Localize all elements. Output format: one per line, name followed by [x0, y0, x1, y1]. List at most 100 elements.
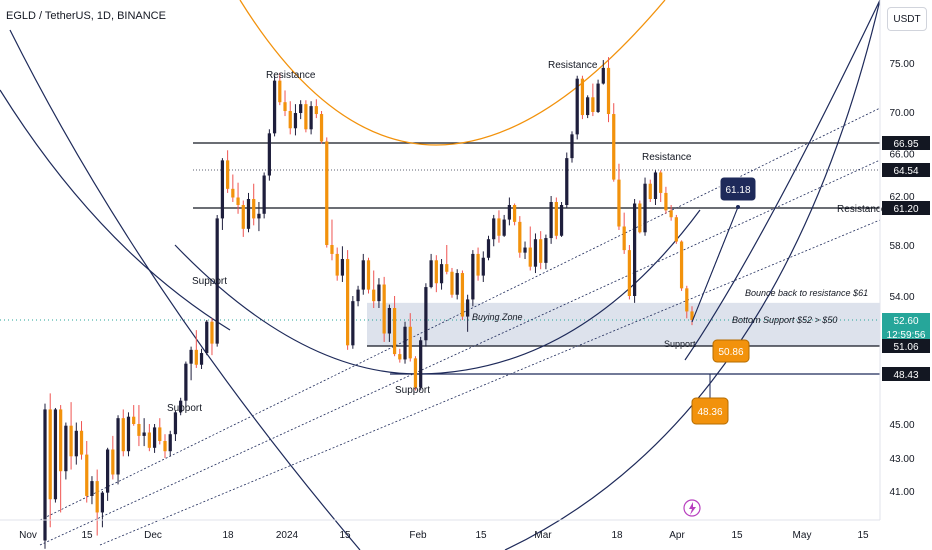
candle-body — [85, 454, 89, 496]
time-tick-label: Dec — [144, 530, 162, 541]
price-tag — [882, 201, 930, 215]
candle-body — [168, 434, 172, 452]
time-tick-label: 15 — [339, 530, 351, 541]
candle-body — [236, 197, 240, 205]
candle-body — [460, 273, 465, 317]
candle-body — [90, 481, 94, 496]
candle-body — [492, 218, 496, 240]
annotation-resistance: Resistance — [266, 70, 316, 81]
candle-body — [445, 264, 449, 272]
right-curve — [504, 0, 881, 550]
candle-body — [356, 289, 360, 302]
price-tick-label: 41.00 — [889, 487, 914, 498]
candle-body — [132, 416, 136, 424]
candle-body — [632, 203, 637, 296]
candle-body — [674, 217, 678, 242]
price-tag — [882, 163, 930, 177]
candle-body — [617, 179, 621, 227]
left-inner-curve — [9, 29, 361, 550]
candle-body — [299, 104, 303, 114]
time-tick-label: 15 — [857, 530, 869, 541]
candle-body — [586, 97, 590, 116]
candle-body — [184, 363, 188, 401]
candle-body — [664, 192, 668, 211]
price-tag — [882, 339, 930, 353]
candle-body — [319, 114, 324, 142]
candle-body — [95, 481, 99, 513]
candle-body — [565, 158, 569, 205]
candle-body — [252, 199, 256, 219]
candle-body — [419, 340, 423, 388]
price-tag-label: 64.54 — [893, 166, 918, 177]
candle-body — [685, 288, 689, 312]
candle-body — [648, 183, 652, 199]
candle-body — [528, 247, 532, 267]
candle-body — [591, 97, 595, 112]
candle-body — [309, 106, 313, 130]
candle-body — [288, 111, 292, 129]
annotation-support: Support — [192, 276, 227, 287]
candle-body — [507, 205, 511, 220]
price-tag — [882, 136, 930, 150]
buying-zone — [367, 302, 880, 346]
price-tick-label: 66.00 — [889, 150, 914, 161]
candle-body — [544, 238, 548, 263]
candle-body — [612, 114, 616, 180]
annotation-bottom-support: Bottom Support $52 > $50 — [732, 315, 837, 325]
currency-button[interactable]: USDT — [887, 7, 927, 31]
candle-body — [199, 353, 204, 365]
candle-body — [518, 221, 522, 253]
candle-body — [173, 412, 178, 435]
candle-body — [539, 239, 543, 263]
candle-body — [627, 250, 632, 296]
candle-body — [403, 326, 407, 360]
channel-line-2 — [39, 159, 881, 546]
price-tick-label: 54.00 — [889, 292, 914, 303]
candle-body — [189, 349, 193, 364]
candle-body — [512, 205, 517, 222]
callout-orange — [691, 397, 729, 425]
candle-body — [74, 430, 78, 457]
candle-body — [554, 202, 558, 236]
candle-body — [121, 418, 125, 452]
candle-body — [398, 354, 402, 360]
candle-body — [59, 409, 63, 472]
candle-body — [372, 289, 376, 302]
candle-body — [147, 432, 151, 448]
candle-body — [439, 264, 444, 284]
candle-body — [142, 432, 146, 436]
candle-body — [653, 172, 658, 199]
price-tag-label: 66.95 — [893, 139, 918, 150]
candle-body — [471, 253, 475, 300]
candle-body — [158, 427, 162, 441]
price-tag — [882, 367, 930, 381]
time-tick-label: Feb — [409, 530, 427, 541]
candle-body — [575, 78, 579, 135]
candle-body — [601, 67, 605, 84]
time-tick-label: 15 — [731, 530, 743, 541]
candle-body — [476, 253, 480, 276]
price-tick-label: 70.00 — [889, 108, 914, 119]
candle-body — [48, 409, 52, 500]
candle-body — [392, 308, 397, 355]
candle-body — [267, 133, 271, 176]
price-axis[interactable]: 75.00 70.00 66.00 62.00 58.00 54.00 45.00 43.00… — [879, 0, 930, 520]
candle-body — [304, 104, 308, 130]
candle-body — [257, 213, 261, 219]
candle-body — [262, 175, 266, 214]
candle-body — [105, 449, 110, 493]
candle-body — [366, 260, 371, 290]
candle-body — [220, 160, 225, 219]
right-inner-curve — [684, 0, 881, 361]
candle-body — [205, 321, 209, 354]
candle-body — [340, 259, 345, 276]
annotation-buying-zone: Buying Zone — [472, 312, 523, 322]
candle-body — [659, 172, 663, 193]
candle-body — [387, 308, 391, 334]
candle-body — [194, 349, 198, 365]
time-axis[interactable]: Nov 15 Dec 18 2024 15 Feb 15 Mar 18 Apr 15 May 15 — [0, 519, 880, 541]
candle-body — [424, 287, 428, 341]
callout-orange — [712, 339, 750, 363]
annotation-support: Support — [395, 385, 430, 396]
